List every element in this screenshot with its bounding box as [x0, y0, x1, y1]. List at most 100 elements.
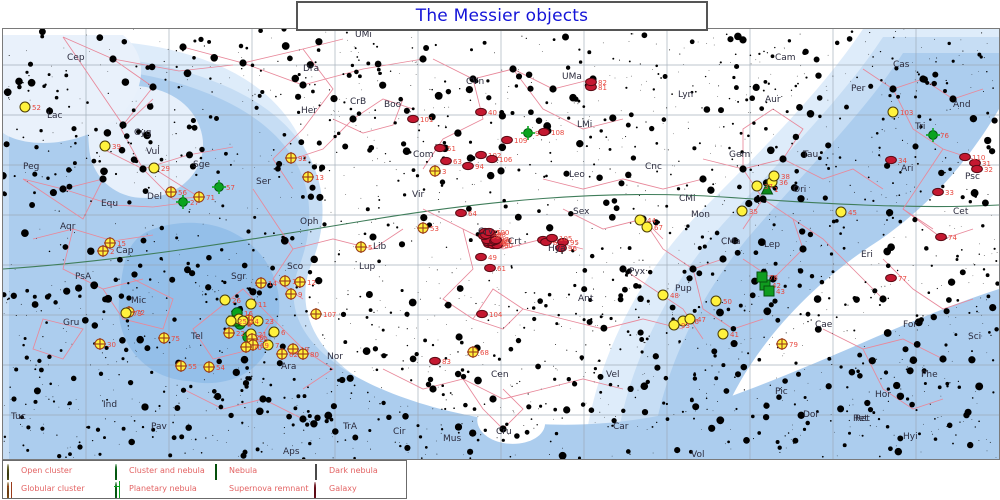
- con-line: [293, 229, 403, 249]
- star: [325, 31, 327, 33]
- star: [916, 162, 919, 165]
- star: [829, 420, 832, 422]
- star: [70, 146, 72, 148]
- star: [316, 140, 322, 146]
- star: [921, 283, 923, 284]
- star: [358, 59, 360, 61]
- star: [609, 114, 617, 122]
- star: [538, 44, 540, 45]
- star: [667, 149, 669, 151]
- star: [931, 80, 937, 87]
- star: [545, 119, 547, 121]
- star: [158, 282, 159, 283]
- star: [509, 384, 511, 386]
- star: [817, 156, 822, 161]
- star: [517, 70, 519, 72]
- star: [186, 348, 187, 349]
- sky-map[interactable]: 1234567891011121314151617181920212223242…: [2, 28, 1000, 460]
- star: [74, 134, 78, 138]
- star: [960, 249, 963, 251]
- star: [672, 133, 674, 135]
- star: [62, 327, 64, 329]
- star: [131, 108, 136, 113]
- star: [154, 338, 156, 339]
- star: [128, 329, 129, 330]
- star: [20, 415, 24, 420]
- milky-way-bright-sgr: [148, 264, 272, 384]
- star: [324, 337, 326, 339]
- star: [557, 313, 560, 317]
- star: [213, 373, 215, 375]
- star: [549, 151, 552, 154]
- star: [3, 191, 7, 197]
- star: [971, 74, 973, 76]
- star: [99, 395, 101, 396]
- star: [267, 444, 268, 446]
- star: [503, 204, 508, 209]
- star: [400, 406, 402, 407]
- star: [427, 376, 434, 383]
- star: [799, 228, 806, 235]
- star: [301, 243, 303, 245]
- star: [759, 106, 765, 111]
- star: [912, 61, 913, 63]
- star: [310, 440, 312, 442]
- star: [551, 102, 553, 104]
- star: [454, 129, 462, 137]
- star: [884, 166, 887, 168]
- star: [241, 400, 244, 404]
- star: [675, 106, 677, 108]
- star: [532, 316, 537, 322]
- star: [25, 70, 29, 74]
- star: [912, 143, 919, 150]
- star: [918, 432, 921, 436]
- star: [411, 168, 416, 172]
- star: [741, 250, 742, 251]
- star: [202, 108, 204, 110]
- star: [48, 398, 50, 400]
- star: [701, 428, 702, 430]
- star: [737, 184, 742, 190]
- star: [469, 457, 472, 459]
- star: [165, 297, 168, 299]
- constellation-label-psa: PsA: [75, 272, 92, 282]
- star: [756, 398, 758, 399]
- star: [444, 126, 447, 129]
- star: [553, 407, 558, 412]
- star: [719, 126, 720, 128]
- star: [917, 114, 922, 119]
- star: [709, 237, 712, 240]
- star: [497, 167, 505, 175]
- star: [514, 433, 520, 439]
- star: [376, 147, 378, 149]
- star: [766, 146, 775, 155]
- con-line: [113, 59, 233, 71]
- star: [445, 246, 448, 249]
- star: [986, 294, 991, 299]
- star: [459, 88, 461, 90]
- legend-item-planetary-nebula: Planetary nebula: [114, 480, 214, 498]
- star: [884, 285, 886, 287]
- star: [466, 205, 472, 212]
- star: [645, 190, 647, 192]
- star: [901, 359, 903, 360]
- star: [87, 134, 90, 136]
- star: [533, 138, 534, 140]
- star: [133, 420, 136, 422]
- star: [774, 46, 776, 49]
- star: [893, 434, 895, 436]
- star: [489, 121, 493, 124]
- star: [679, 53, 681, 55]
- star: [78, 441, 81, 444]
- star: [397, 179, 400, 182]
- star: [233, 302, 237, 306]
- star: [3, 171, 7, 180]
- star: [949, 108, 951, 110]
- star: [526, 404, 532, 410]
- star: [246, 229, 251, 234]
- star: [358, 207, 359, 209]
- star: [336, 297, 338, 299]
- star: [896, 392, 905, 401]
- star: [62, 259, 64, 261]
- constellation-label-aur: Aur: [765, 95, 781, 105]
